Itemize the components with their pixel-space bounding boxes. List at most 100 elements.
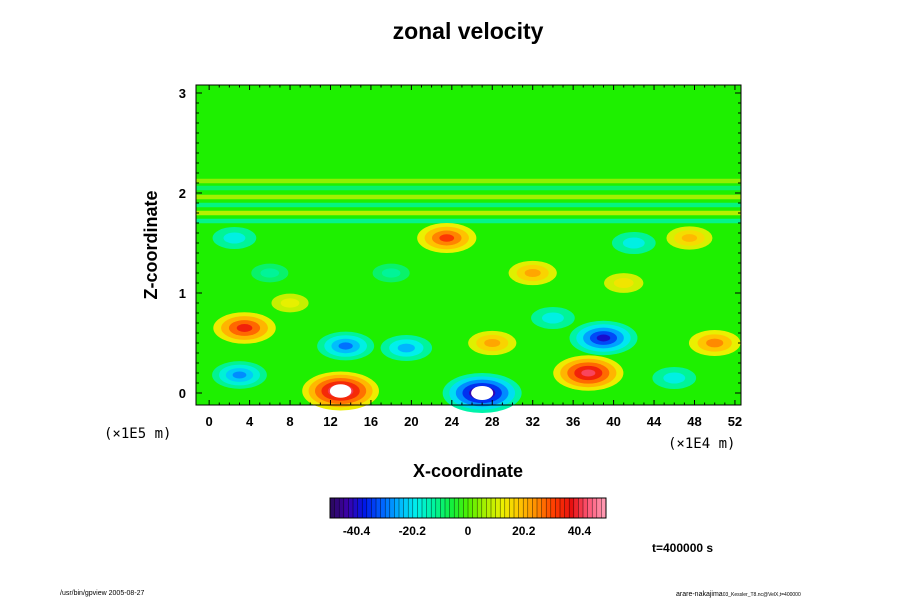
colorbar: -40.4 -20.2 0 20.2 40.4 — [329, 497, 607, 538]
y-axis-title: Z-coordinate — [141, 190, 161, 299]
velocity-feature — [596, 334, 611, 342]
chart-title: zonal velocity — [393, 18, 544, 44]
colorbar-cell — [564, 498, 570, 518]
colorbar-cell — [463, 498, 469, 518]
colorbar-cell — [491, 498, 496, 518]
x-tick-label: 16 — [364, 414, 378, 429]
colorbar-cell — [495, 498, 501, 518]
colorbar-cell — [445, 498, 450, 518]
footer-right-main: arare-nakajima — [676, 591, 723, 598]
velocity-feature — [232, 371, 247, 379]
colorbar-cell — [532, 498, 538, 518]
colorbar-cell — [362, 498, 368, 518]
colorbar-cell — [348, 498, 354, 518]
colorbar-cell — [596, 498, 602, 518]
colorbar-cell — [560, 498, 565, 518]
colorbar-cell — [454, 498, 460, 518]
colorbar-cell — [422, 498, 427, 518]
time-label: t=400000 s — [652, 541, 713, 555]
velocity-feature — [280, 298, 300, 308]
colorbar-cell — [527, 498, 533, 518]
colorbar-cell — [592, 498, 598, 518]
velocity-feature — [381, 268, 401, 278]
velocity-feature — [260, 268, 280, 278]
x-tick-label: 44 — [647, 414, 662, 429]
colorbar-cell — [546, 498, 552, 518]
x-tick-label: 24 — [445, 414, 460, 429]
colorbar-cell — [376, 498, 381, 518]
colorbar-ticks: -40.4 -20.2 0 20.2 40.4 — [343, 524, 592, 538]
colorbar-cell — [403, 498, 409, 518]
colorbar-cell — [518, 498, 524, 518]
x-tick-label: 28 — [485, 414, 499, 429]
colorbar-cell — [578, 498, 584, 518]
colorbar-cell — [587, 498, 593, 518]
colorbar-cell — [426, 498, 432, 518]
velocity-feature — [706, 338, 724, 348]
colorbar-tick-label: -40.4 — [343, 524, 371, 538]
colorbar-cell — [399, 498, 404, 518]
colorbar-cell — [583, 498, 588, 518]
x-tick-label: 52 — [728, 414, 742, 429]
x-tick-label: 48 — [687, 414, 701, 429]
colorbar-tick-label: 0 — [465, 524, 472, 538]
colorbar-cell — [537, 498, 542, 518]
colorbar-tick-label: 20.2 — [512, 524, 536, 538]
colorbar-cell — [573, 498, 579, 518]
colorbar-cell — [334, 498, 340, 518]
colorbar-tick-label: -20.2 — [399, 524, 427, 538]
heatmap-layer — [196, 178, 741, 413]
x-tick-label: 36 — [566, 414, 580, 429]
velocity-band — [196, 218, 741, 224]
x-axis-title: X-coordinate — [413, 461, 523, 481]
colorbar-cell — [435, 498, 441, 518]
colorbar-cell — [468, 498, 473, 518]
colorbar-cell — [472, 498, 478, 518]
velocity-band — [196, 202, 741, 208]
velocity-feature — [484, 338, 501, 348]
colorbar-cell — [380, 498, 386, 518]
colorbar-cell — [394, 498, 400, 518]
x-tick-label: 4 — [246, 414, 254, 429]
colorbar-cell — [385, 498, 391, 518]
x-tick-label: 0 — [206, 414, 213, 429]
colorbar-cell — [371, 498, 377, 518]
footer-left: /usr/bin/gpview 2005-08-27 — [60, 590, 145, 597]
footer-right-small: 03_Kessler_T8.nc@VelX,t=400000 — [723, 592, 801, 598]
y-axis-ticks: 0 1 2 3 — [179, 86, 741, 401]
plot-area — [195, 84, 742, 413]
velocity-band — [196, 210, 741, 216]
velocity-feature — [223, 232, 246, 244]
velocity-feature — [524, 268, 541, 278]
colorbar-cell — [514, 498, 519, 518]
plot-frame — [195, 84, 742, 406]
colorbar-cell — [555, 498, 561, 518]
velocity-band — [196, 185, 741, 191]
velocity-feature — [338, 342, 353, 350]
colorbar-cell — [440, 498, 446, 518]
colorbar-cell — [504, 498, 510, 518]
colorbar-cell — [509, 498, 515, 518]
x-tick-label: 12 — [323, 414, 337, 429]
colorbar-cell — [366, 498, 372, 518]
colorbar-cell — [481, 498, 487, 518]
velocity-feature — [541, 312, 564, 324]
x-tick-label: 20 — [404, 414, 418, 429]
y-tick-label: 3 — [179, 86, 186, 101]
colorbar-cell — [353, 498, 358, 518]
colorbar-cell — [408, 498, 414, 518]
y-tick-label: 2 — [179, 186, 186, 201]
colorbar-cell — [486, 498, 492, 518]
velocity-feature — [581, 369, 596, 377]
y-tick-label: 1 — [179, 286, 186, 301]
colorbar-cell — [601, 498, 607, 518]
x-scale-note: (×1E4 m) — [668, 436, 735, 452]
x-tick-label: 32 — [525, 414, 539, 429]
velocity-feature — [397, 343, 415, 353]
colorbar-cell — [550, 498, 556, 518]
velocity-feature — [236, 324, 253, 332]
colorbar-cell — [458, 498, 464, 518]
y-scale-note: (×1E5 m) — [104, 426, 171, 442]
colorbar-cell — [449, 498, 455, 518]
